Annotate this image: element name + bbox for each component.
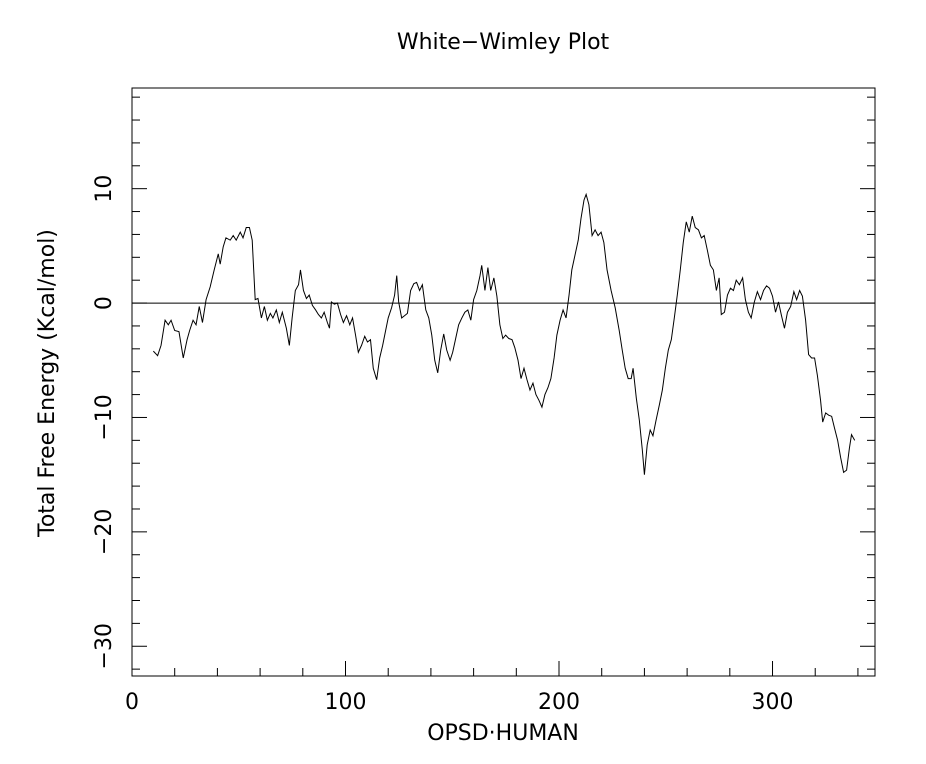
y-tick-label: −20	[92, 509, 117, 555]
y-tick-label: 10	[92, 175, 117, 203]
y-tick-label: 0	[92, 296, 117, 310]
x-tick-label: 300	[752, 690, 794, 715]
x-tick-label: 0	[125, 690, 139, 715]
x-axis-label: OPSD·HUMAN	[427, 721, 579, 746]
y-tick-label: −10	[92, 394, 117, 440]
x-tick-label: 200	[538, 690, 580, 715]
plot-frame	[131, 87, 876, 677]
chart-title: White−Wimley Plot	[397, 30, 610, 55]
y-axis-label: Total Free Energy (Kcal/mol)	[35, 229, 60, 538]
x-tick-label: 100	[325, 690, 367, 715]
y-tick-label: −30	[92, 623, 117, 669]
data-line	[152, 192, 856, 475]
